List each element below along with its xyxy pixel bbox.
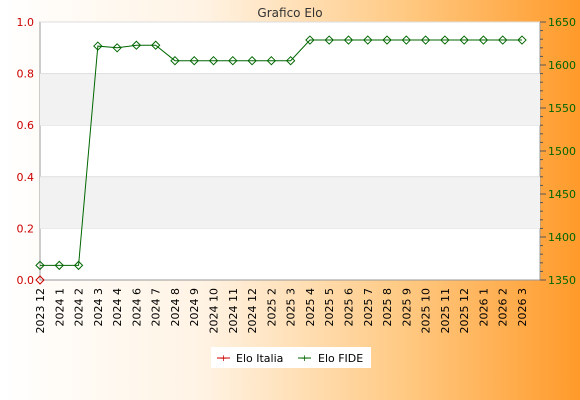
right-tick-label: 1550 (548, 102, 576, 115)
data-point (401, 35, 412, 45)
data-point (382, 35, 392, 45)
grid-band (40, 73, 540, 126)
right-tick-label: 1400 (548, 231, 576, 244)
data-point (305, 35, 315, 45)
x-tick-label: 2026 2 (497, 288, 510, 327)
left-tick-label: 0.4 (17, 171, 35, 184)
x-tick-label: 2024 8 (169, 288, 182, 327)
x-tick-label: 2025 7 (362, 288, 375, 327)
right-tick-label: 1500 (548, 145, 576, 158)
x-tick-label: 2025 4 (304, 288, 317, 327)
left-tick-label: 0.6 (17, 119, 35, 132)
right-axis: 1350 1400 1450 1500 1550 1600 1650 (540, 16, 576, 287)
x-tick-label: 2024 3 (92, 288, 105, 327)
right-tick-label: 1600 (548, 59, 576, 72)
data-point (189, 55, 199, 66)
data-point (459, 35, 469, 45)
x-tick-label: 2024 9 (188, 288, 201, 327)
x-axis: 2023 12 2024 1 2024 2 2024 3 2024 4 2024 6 202… (34, 288, 529, 334)
legend-box (211, 347, 371, 368)
left-tick-label: 0.8 (17, 68, 35, 81)
data-point (440, 35, 450, 45)
plot-area (39, 21, 541, 281)
chart-title: Grafico Elo (257, 6, 322, 20)
x-tick-label: 2023 12 (34, 288, 47, 334)
right-tick-label: 1450 (548, 188, 576, 201)
data-point (35, 260, 45, 271)
x-tick-label: 2025 10 (420, 288, 433, 334)
right-tick-label: 1350 (548, 274, 576, 287)
data-point (54, 260, 64, 271)
series-layer (35, 35, 527, 285)
data-point (112, 43, 122, 53)
x-tick-label: 2024 10 (208, 288, 221, 334)
data-point (266, 55, 277, 66)
grid-bands (40, 21, 540, 229)
left-axis: 0.0 0.2 0.4 0.6 0.8 1.0 (17, 16, 35, 287)
data-point (35, 275, 45, 285)
x-tick-label: 2025 12 (458, 288, 471, 334)
x-tick-label: 2024 2 (73, 288, 86, 327)
data-point (208, 55, 219, 66)
legend-label-elo-fide: Elo FIDE (318, 352, 363, 365)
data-point (498, 35, 508, 45)
x-tick-label: 2025 2 (265, 288, 278, 327)
x-tick-label: 2024 7 (150, 288, 163, 327)
data-point (363, 35, 373, 45)
data-point (228, 55, 238, 66)
data-point (170, 55, 180, 66)
x-tick-label: 2025 8 (381, 288, 394, 327)
data-point (285, 55, 296, 66)
data-point (420, 35, 431, 45)
data-point (247, 55, 257, 66)
x-tick-label: 2024 6 (130, 288, 143, 327)
legend: + Elo Italia + Elo FIDE (211, 347, 371, 368)
data-point (150, 40, 161, 50)
x-tick-label: 2026 3 (516, 288, 529, 327)
x-tick-label: 2025 6 (342, 288, 355, 327)
x-tick-label: 2025 5 (323, 288, 336, 327)
data-point (131, 40, 142, 50)
legend-label-elo-italia: Elo Italia (236, 352, 283, 365)
data-point (478, 35, 489, 45)
left-tick-label: 0.2 (17, 222, 35, 235)
right-tick-label: 1650 (548, 16, 576, 29)
legend-marker-elo-italia: + (220, 354, 228, 364)
data-point (517, 35, 527, 45)
data-point (93, 41, 103, 51)
data-point (343, 35, 354, 45)
x-tick-label: 2026 1 (477, 288, 490, 327)
x-tick-label: 2025 3 (285, 288, 298, 327)
x-tick-label: 2024 11 (227, 288, 240, 334)
legend-marker-elo-fide: + (301, 354, 309, 364)
x-tick-label: 2024 12 (246, 288, 259, 334)
left-tick-label: 1.0 (17, 16, 35, 29)
grid-band (40, 176, 540, 229)
x-tick-label: 2024 4 (111, 288, 124, 327)
data-point (73, 260, 84, 271)
left-tick-label: 0.0 (17, 274, 35, 287)
x-tick-label: 2025 9 (400, 288, 413, 327)
x-tick-label: 2024 1 (53, 288, 66, 327)
data-point (324, 35, 334, 45)
x-tick-label: 2025 11 (439, 288, 452, 334)
